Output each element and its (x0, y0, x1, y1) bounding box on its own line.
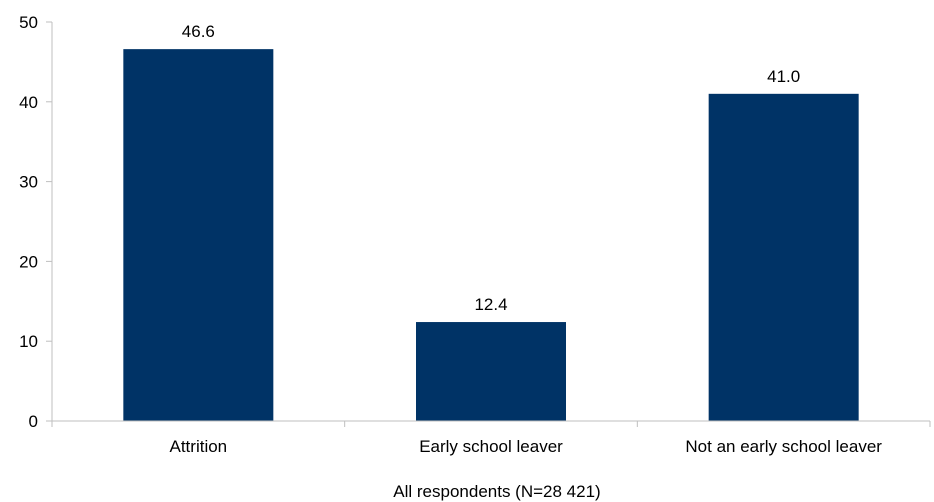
data-label: 12.4 (474, 295, 507, 314)
data-label: 46.6 (182, 22, 215, 41)
x-axis: Attrition Early school leaver Not an early… (51, 420, 931, 456)
y-axis: 0 10 20 30 40 50 (19, 13, 53, 431)
y-tick-label: 0 (29, 412, 38, 431)
y-tick-label: 30 (19, 173, 38, 192)
y-tick-label: 40 (19, 93, 38, 112)
data-label: 41.0 (767, 67, 800, 86)
bar (416, 322, 566, 421)
y-tick-label: 10 (19, 332, 38, 351)
bar (708, 93, 859, 421)
bar (123, 49, 274, 422)
y-tick-label: 20 (19, 252, 38, 271)
category-label: Early school leaver (419, 437, 563, 456)
y-tick-label: 50 (19, 13, 38, 32)
bars: 46.6 12.4 41.0 (123, 22, 859, 422)
category-label: Not an early school leaver (685, 437, 882, 456)
category-label: Attrition (170, 437, 228, 456)
x-axis-title: All respondents (N=28 421) (393, 482, 600, 501)
